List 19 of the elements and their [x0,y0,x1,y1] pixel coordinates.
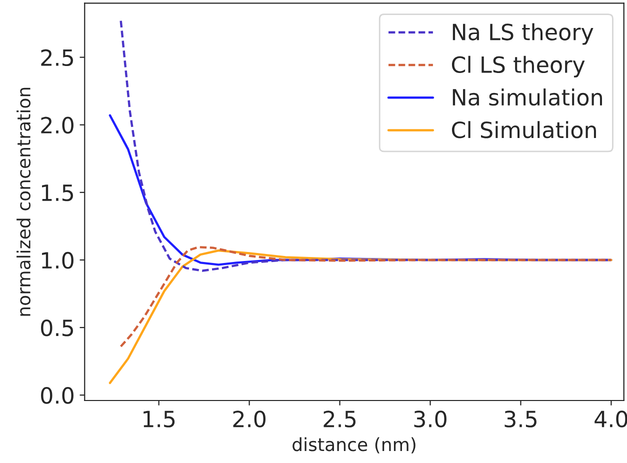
y-tick-label: 1.5 [42,184,73,202]
x-tick-label: 1.5 [144,410,175,428]
x-tick-label: 2.5 [324,410,356,428]
x-axis-title: distance (nm) [292,437,416,454]
legend-label: Cl Simulation [452,121,596,138]
x-tick-label: 2.0 [233,410,266,428]
y-tick-label: 2.0 [41,116,74,134]
y-axis-title: normalized concentration [16,88,31,316]
legend-label: Na LS theory [452,23,594,45]
y-tick-label: 0.5 [41,319,73,336]
x-tick-label: 3.5 [504,410,536,428]
y-tick-label: 0.0 [41,387,74,404]
legend-label: Cl LS theory [452,56,585,78]
y-tick-label: 1.0 [42,252,74,269]
legend-label: Na simulation [452,88,602,106]
x-tick-label: 3.0 [414,410,446,428]
y-tick-label: 2.5 [41,49,73,66]
line-series [120,246,612,348]
x-tick-label: 4.0 [594,410,627,428]
